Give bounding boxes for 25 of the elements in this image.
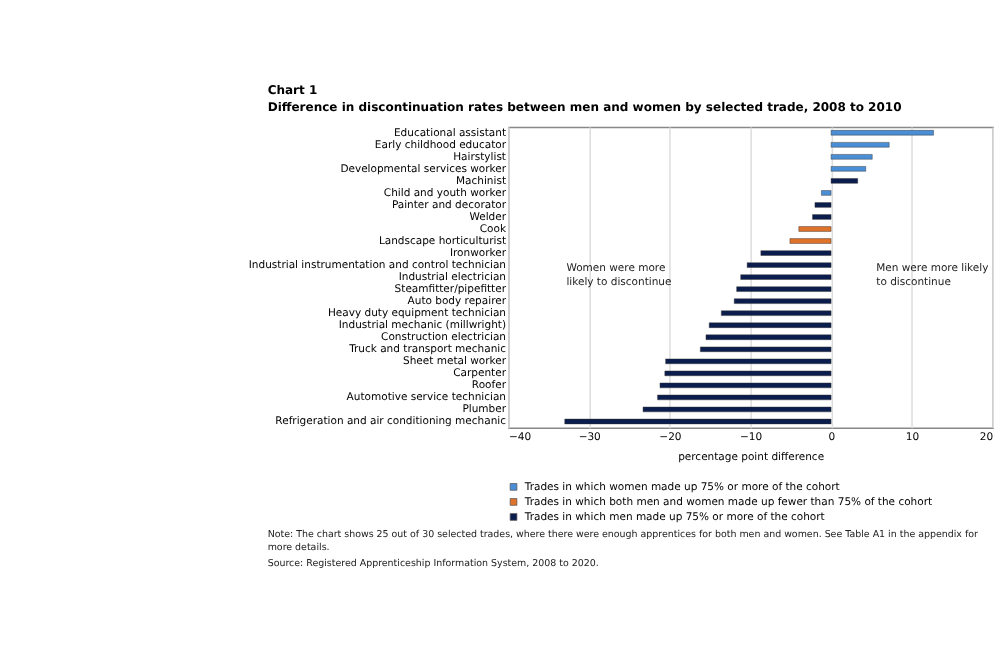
bar	[659, 382, 832, 389]
bar	[812, 214, 832, 220]
bar	[705, 334, 832, 340]
bar	[830, 154, 873, 160]
bar	[736, 286, 832, 292]
bar	[664, 370, 832, 376]
bar	[734, 298, 832, 304]
bar	[798, 226, 832, 232]
bar	[789, 238, 832, 244]
bar	[564, 418, 832, 425]
bar	[821, 190, 832, 196]
bar	[760, 250, 832, 256]
bar	[700, 346, 832, 352]
bar	[830, 142, 890, 148]
bar	[657, 394, 832, 401]
bar	[830, 166, 867, 172]
bar	[708, 322, 832, 328]
bar	[830, 178, 858, 184]
bar	[814, 202, 832, 208]
bar	[746, 262, 832, 268]
bar	[830, 130, 934, 136]
bar	[665, 358, 832, 364]
bar	[721, 310, 832, 316]
bar	[642, 406, 832, 413]
bar	[740, 274, 832, 280]
